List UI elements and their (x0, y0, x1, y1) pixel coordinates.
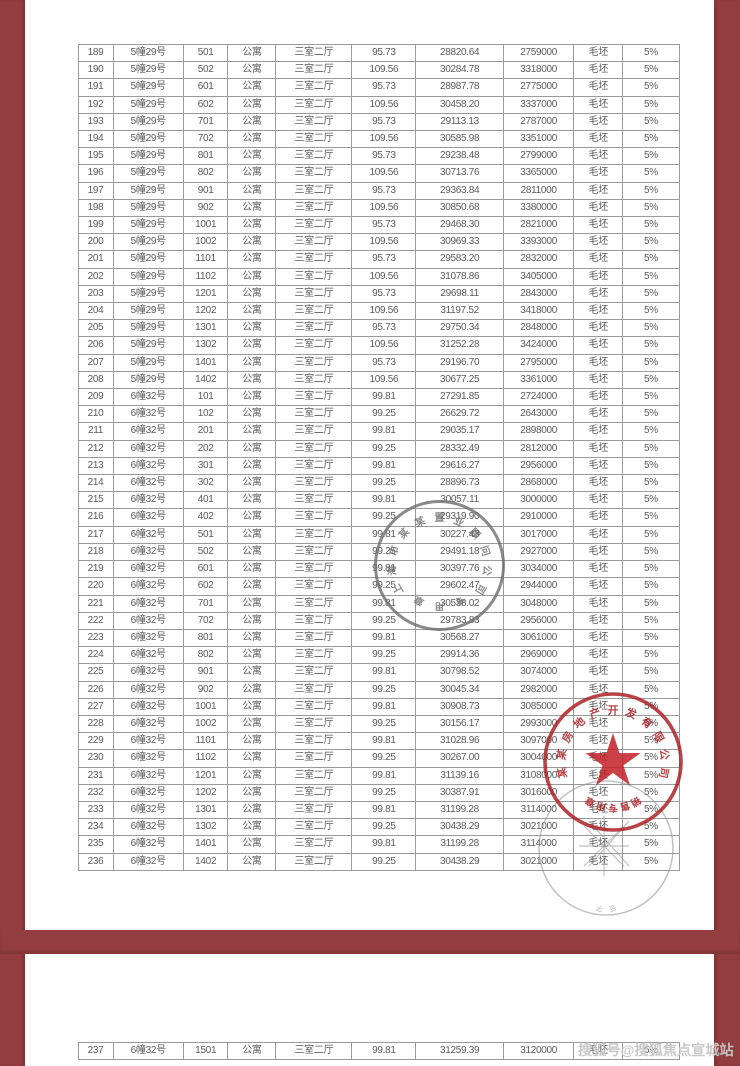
svg-text:某: 某 (412, 513, 427, 529)
svg-text:问: 问 (477, 543, 493, 557)
svg-text:顾: 顾 (466, 526, 482, 542)
svg-text:签: 签 (607, 903, 618, 915)
svg-text:章: 章 (582, 793, 597, 809)
svg-text:房: 房 (558, 728, 576, 744)
svg-text:某: 某 (553, 747, 569, 761)
svg-text:公: 公 (656, 748, 670, 761)
svg-text:司: 司 (656, 766, 671, 779)
svg-text:司: 司 (472, 581, 487, 596)
svg-text:公: 公 (479, 564, 492, 576)
svg-text:置: 置 (434, 512, 444, 524)
svg-text:某: 某 (553, 765, 569, 780)
svg-text:限: 限 (649, 729, 666, 745)
svg-text:开: 开 (607, 703, 618, 716)
svg-text:专: 专 (607, 801, 617, 814)
svg-text:用: 用 (434, 599, 445, 610)
svg-text:市: 市 (386, 543, 402, 557)
svg-text:专: 专 (452, 592, 467, 607)
svg-text:上: 上 (389, 581, 405, 596)
svg-text:章: 章 (411, 592, 426, 607)
svg-text:发: 发 (622, 704, 638, 721)
svg-text:产: 产 (587, 704, 602, 721)
svg-text:某: 某 (395, 524, 412, 541)
svg-text:有: 有 (638, 713, 655, 731)
svg-text:业: 业 (451, 513, 466, 529)
svg-text:字: 字 (594, 903, 604, 915)
svg-text:售: 售 (618, 798, 631, 813)
svg-text:海: 海 (384, 563, 398, 575)
svg-text:地: 地 (570, 713, 587, 731)
